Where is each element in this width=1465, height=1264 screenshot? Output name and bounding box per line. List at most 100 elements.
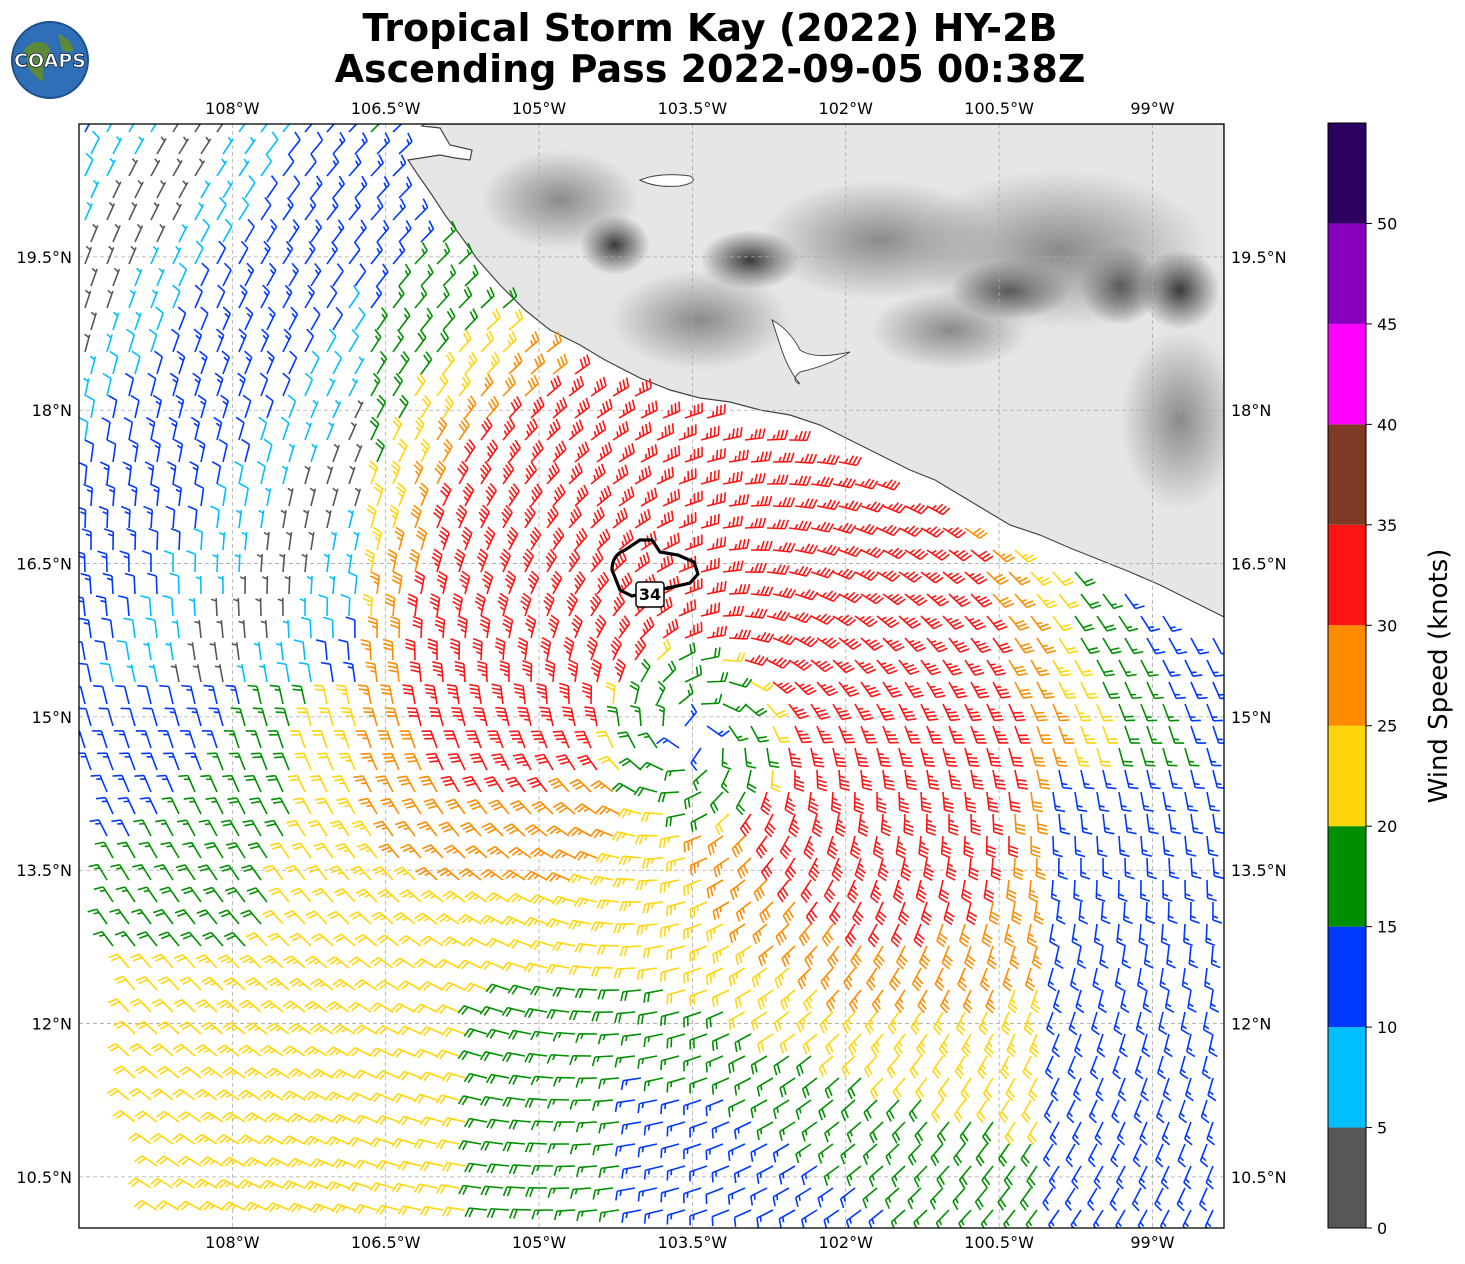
wind-barb	[735, 901, 752, 923]
wind-barb	[222, 1021, 246, 1035]
wind-barb	[282, 284, 293, 309]
wind-barb	[101, 617, 114, 639]
wind-barb	[800, 879, 813, 904]
wind-barb	[413, 460, 424, 485]
wind-barb	[347, 509, 355, 529]
wind-barb	[237, 372, 246, 397]
wind-barb	[369, 1137, 394, 1148]
wind-barb	[1138, 923, 1149, 947]
wind-barb	[310, 219, 323, 243]
wind-barb	[794, 1187, 812, 1207]
wind-barb	[397, 1025, 422, 1036]
wind-barb	[155, 1200, 180, 1211]
wind-barb	[930, 1143, 944, 1167]
wind-barb	[666, 1209, 686, 1225]
wind-barb	[408, 548, 421, 573]
wind-barb	[784, 791, 796, 816]
wind-barb	[480, 330, 495, 353]
wind-barb	[354, 175, 368, 199]
wind-barb	[530, 1030, 554, 1041]
wind-barb	[683, 923, 702, 940]
wind-barb	[201, 730, 218, 749]
wind-barb	[574, 730, 592, 749]
wind-barb	[282, 619, 290, 639]
wind-barb	[1066, 1099, 1076, 1124]
wind-barb	[183, 797, 202, 815]
wind-barb	[810, 613, 835, 625]
wind-barb	[83, 483, 94, 507]
wind-barb	[816, 637, 840, 649]
wind-barb	[152, 394, 163, 419]
wind-barb	[329, 575, 336, 595]
wind-barb	[794, 543, 819, 555]
wind-barb	[316, 752, 334, 771]
wind-barb	[935, 1209, 950, 1228]
wind-barb	[315, 639, 328, 661]
wind-barb	[524, 374, 539, 397]
wind-barb	[238, 158, 250, 177]
wind-barb	[567, 873, 592, 884]
wind-barb	[140, 595, 152, 617]
wind-barb	[794, 589, 819, 601]
wind-barb	[569, 1143, 592, 1155]
wind-barb	[200, 1021, 224, 1035]
wind-barb	[660, 1143, 680, 1159]
wind-barb	[729, 923, 746, 944]
wind-barb	[552, 397, 568, 419]
wind-barb	[141, 752, 158, 771]
wind-barb	[1044, 1055, 1054, 1080]
wind-barb	[128, 245, 137, 265]
wind-barb	[173, 438, 184, 463]
wind-barb	[309, 1068, 334, 1079]
wind-barb	[160, 841, 180, 859]
wind-barb	[1033, 901, 1044, 925]
colorbar-title: Wind Speed (knots)	[1424, 549, 1454, 804]
top-lon-tick-label: 105°W	[512, 99, 567, 118]
right-lat-tick-label: 10.5°N	[1231, 1168, 1287, 1187]
wind-barb	[1065, 1143, 1076, 1168]
wind-barb	[150, 289, 159, 309]
wind-barb	[114, 931, 136, 947]
wind-barb	[1182, 1209, 1192, 1228]
wind-barb	[847, 1077, 862, 1100]
wind-barb	[376, 307, 388, 331]
top-lon-tick-label: 103.5°W	[658, 99, 728, 118]
wind-barb	[689, 1209, 708, 1226]
wind-barb	[1093, 1165, 1104, 1190]
wind-barb	[816, 499, 841, 511]
wind-barb	[325, 1136, 350, 1147]
wind-barb	[810, 521, 835, 533]
wind-barb	[327, 910, 350, 925]
wind-barb	[486, 1163, 510, 1174]
wind-barb	[259, 1089, 284, 1101]
wind-barb	[375, 979, 400, 991]
wind-barb	[462, 775, 482, 793]
wind-barb	[240, 909, 262, 925]
wind-barb	[242, 819, 262, 837]
wind-barb	[376, 934, 400, 947]
wind-barb	[525, 614, 537, 639]
wind-barb	[618, 529, 634, 551]
wind-barb	[131, 908, 152, 925]
wind-barb	[700, 558, 720, 573]
wind-barb	[1206, 659, 1224, 678]
wind-barb	[137, 886, 158, 903]
wind-barb	[964, 571, 988, 585]
left-lat-tick-label: 18°N	[32, 401, 72, 420]
wind-barb	[1187, 989, 1197, 1013]
wind-barb	[194, 483, 205, 507]
wind-barb	[485, 892, 510, 903]
wind-barb	[1168, 769, 1183, 790]
wind-barb	[818, 1055, 834, 1077]
wind-barb	[222, 306, 231, 331]
wind-barb	[876, 570, 901, 582]
colorbar-tick-label: 50	[1377, 214, 1397, 233]
wind-barb	[438, 821, 460, 837]
wind-barb	[303, 1135, 328, 1146]
wind-barb	[832, 659, 855, 674]
wind-barb	[266, 977, 290, 991]
wind-barb	[323, 553, 331, 573]
wind-barb	[502, 374, 517, 397]
wind-barb	[392, 198, 406, 221]
wind-barb	[259, 1134, 284, 1145]
